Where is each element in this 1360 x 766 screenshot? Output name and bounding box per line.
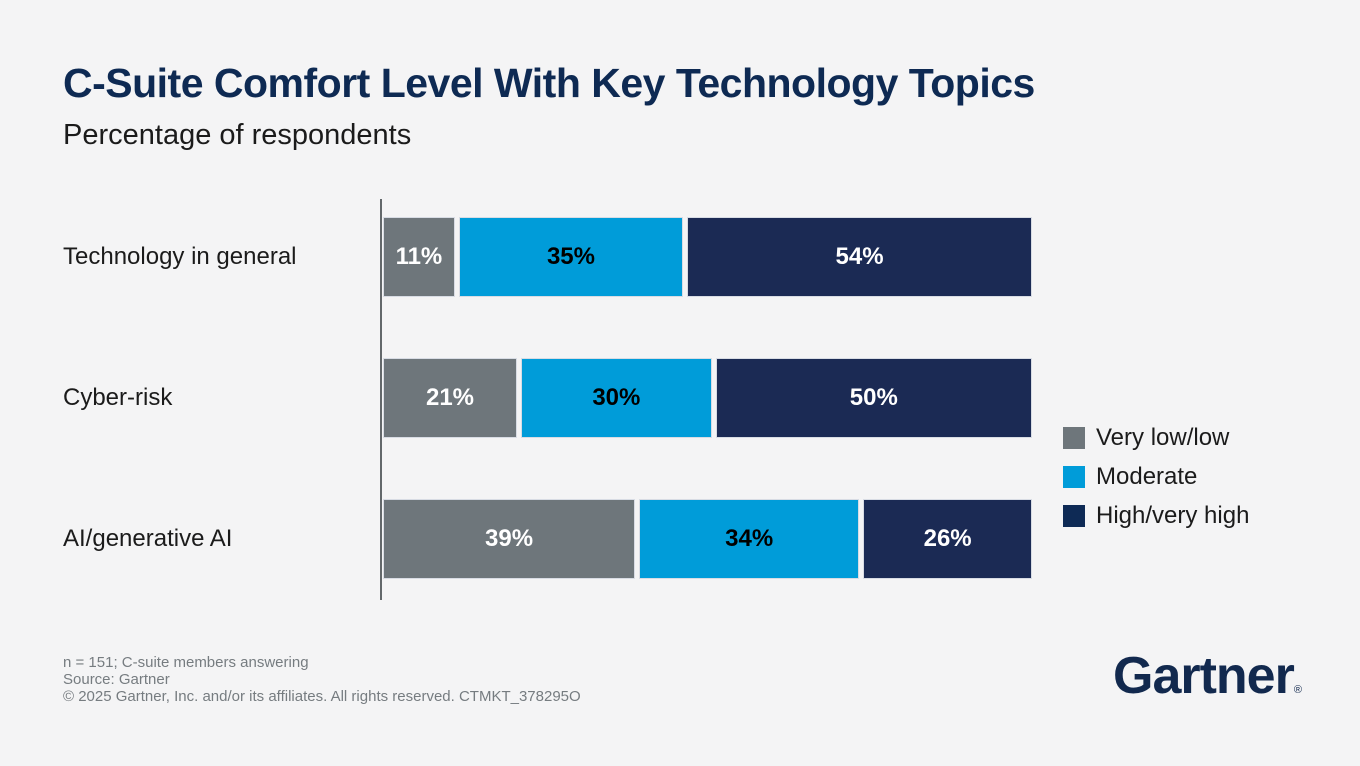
legend-label: High/very high [1096, 502, 1250, 529]
registered-trademark-icon: ® [1293, 684, 1302, 696]
legend-item: High/very high [1063, 502, 1249, 530]
bar-category-label: Cyber-risk [63, 384, 173, 411]
bar-segment: 39% [383, 499, 636, 579]
gartner-logo-text: Gartner [1113, 647, 1295, 705]
footnote-copyright: © 2025 Gartner, Inc. and/or its affiliat… [63, 688, 581, 705]
bar-category-label: Technology in general [63, 243, 297, 270]
bar-segment: 34% [639, 499, 860, 579]
bar-segment: 11% [383, 217, 455, 297]
gartner-logo: Gartner® [1113, 648, 1302, 718]
legend-item: Moderate [1063, 463, 1249, 491]
chart-legend: Very low/low Moderate High/very high [1063, 424, 1249, 541]
bar-segment: 21% [383, 358, 518, 438]
bar-segment: 54% [687, 217, 1032, 297]
y-axis-line [380, 199, 382, 600]
bar-segments: 21% 30% 50% [383, 358, 1032, 438]
bar-segment: 30% [521, 358, 712, 438]
bar-row: Technology in general 11% 35% 54% [0, 217, 1360, 297]
legend-item: Very low/low [1063, 424, 1249, 452]
page-title: C-Suite Comfort Level With Key Technolog… [63, 60, 1035, 106]
legend-swatch [1063, 505, 1085, 527]
footnote-source: Source: Gartner [63, 671, 170, 688]
bar-segment: 50% [715, 358, 1032, 438]
bar-row: Cyber-risk 21% 30% 50% [0, 358, 1360, 438]
bar-category-label: AI/generative AI [63, 525, 233, 552]
legend-label: Very low/low [1096, 424, 1230, 451]
bar-segments: 39% 34% 26% [383, 499, 1032, 579]
bar-segment: 35% [458, 217, 684, 297]
chart-footnotes: n = 151; C-suite members answering Sourc… [63, 654, 581, 705]
legend-label: Moderate [1096, 463, 1198, 490]
bar-segments: 11% 35% 54% [383, 217, 1032, 297]
legend-swatch [1063, 466, 1085, 488]
stacked-bar-chart: Technology in general 11% 35% 54% Cyber-risk… [0, 199, 1360, 600]
legend-swatch [1063, 427, 1085, 449]
bar-row: AI/generative AI 39% 34% 26% [0, 499, 1360, 579]
page-subtitle: Percentage of respondents [63, 119, 412, 151]
footnote-sample: n = 151; C-suite members answering [63, 654, 309, 671]
bar-segment: 26% [863, 499, 1032, 579]
